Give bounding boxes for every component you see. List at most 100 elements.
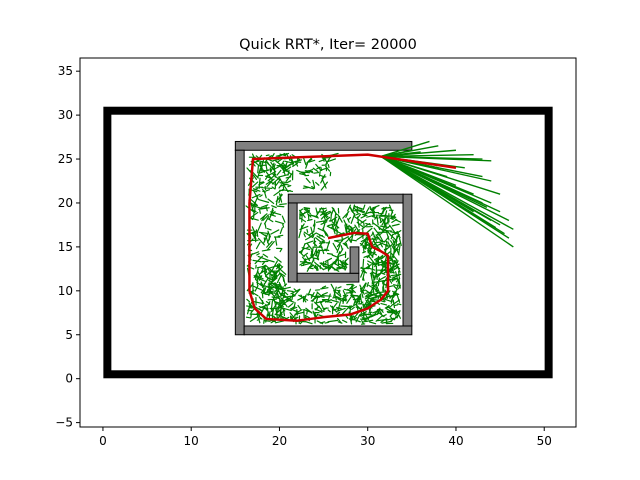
tree-edge [267,301,271,306]
tree-edge [377,308,382,315]
tree-edge [353,216,364,224]
tree-edge [312,248,318,257]
fan-edge [380,140,430,158]
tree-edge [371,251,378,256]
tree-edge [291,295,296,298]
tree-edge [257,271,262,279]
tree-edge [312,167,319,173]
tree-edge [337,213,343,223]
tree-edge [351,306,355,311]
x-tick-label: 40 [448,434,463,448]
y-tick-label: −5 [55,416,73,430]
tree-edge [300,217,307,223]
tree-edge [256,222,262,233]
tree-edge [281,215,286,223]
tree-edge [258,231,270,235]
tree-edge [284,168,292,175]
tree-edge [361,213,368,217]
tree-edge [300,224,303,233]
plot-content [103,106,553,379]
tree-edge [341,319,348,323]
tree-edge [369,293,379,297]
tree-edge [304,294,307,299]
y-tick-label: 25 [58,152,73,166]
tree-edge [320,294,332,297]
tree-edge [387,241,391,248]
tree-edge [380,302,388,306]
tree-edge [275,305,280,311]
tree-edge [259,162,261,168]
tree-edge [250,308,255,314]
tree-edge [320,210,331,216]
chart-title: Quick RRT*, Iter= 20000 [239,37,417,53]
tree-edge [274,237,278,246]
tree-edge [262,283,265,293]
tree-edge [245,316,252,319]
tree-edge [386,230,392,237]
tree-edge [342,305,351,315]
tree-edge [252,171,259,179]
tree-edge [313,171,320,174]
tree-edge [350,318,361,323]
tree-edge [352,294,358,306]
tree-edge [388,262,394,265]
tree-edge [275,178,282,186]
tree-edge [398,237,402,247]
tree-edge [308,159,316,163]
tree-edge [352,204,356,211]
tree-edge [305,177,311,184]
tree-edge [332,296,339,299]
tree-edge [391,218,398,223]
tree-edge [321,292,328,296]
tree-edge [378,210,385,219]
tree-edge [395,271,399,280]
tree-edge [367,263,371,267]
tree-edge [306,265,311,272]
tree-edge [393,284,401,287]
tree-edge [331,206,338,216]
tree-edge [251,201,257,210]
tree-edge [361,270,368,274]
tree-edge [398,278,401,289]
tree-edge [300,262,311,267]
tree-edge [362,258,365,268]
tree-edge [272,158,280,162]
tree-edge [388,224,396,233]
tree-edge [360,215,367,219]
tree-edge [314,249,320,257]
tree-edge [372,310,378,314]
tree-edge [275,160,284,168]
tree-edge [251,226,257,237]
tree-edge [312,240,317,244]
tree-edge [279,203,287,206]
tree-edge [293,302,296,310]
tree-edge [359,295,362,300]
tree-edge [391,223,400,227]
tree-edge [303,208,311,215]
tree-edge [279,227,283,235]
tree-edge [349,303,357,309]
tree-edge [274,320,285,324]
tree-edge [254,285,259,292]
tree-edge [256,253,260,256]
tree-edge [294,160,299,167]
tree-edge [347,288,354,294]
tree-edge [393,315,397,321]
tree-edge [303,298,307,303]
obstacle-5 [287,202,298,283]
tree-edge [368,255,376,265]
tree-edge [285,293,295,302]
tree-edge [313,242,318,247]
tree-edge [278,173,289,178]
tree-edge [379,235,384,242]
tree-edge [315,295,319,304]
tree-edge [342,290,347,297]
tree-edge [394,304,399,307]
tree-edge [317,227,325,232]
tree-edge [367,292,379,297]
tree-edge [263,215,270,225]
tree-edge [337,298,344,302]
tree-edge [265,171,274,181]
obstacle-3 [402,193,413,327]
tree-edge [369,249,372,256]
